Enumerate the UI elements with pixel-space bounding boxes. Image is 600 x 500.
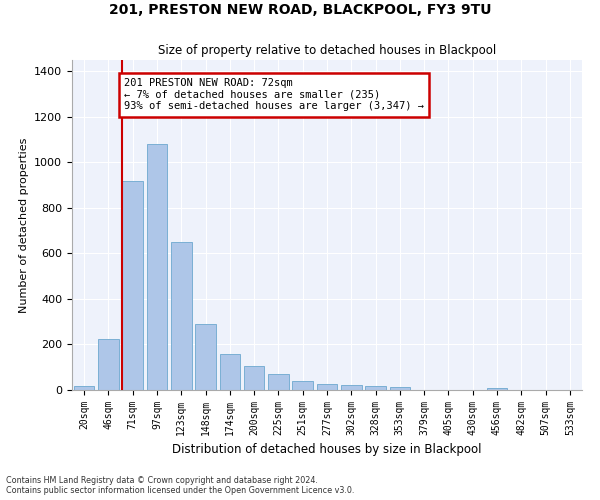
Y-axis label: Number of detached properties: Number of detached properties [19, 138, 29, 312]
Bar [292, 382, 313, 390]
Bar [98, 339, 119, 390]
Bar [389, 388, 410, 390]
Bar [317, 384, 337, 390]
Bar [268, 374, 289, 390]
X-axis label: Distribution of detached houses by size in Blackpool: Distribution of detached houses by size … [172, 444, 482, 456]
Bar [122, 180, 143, 390]
Bar [146, 144, 167, 390]
Bar [171, 242, 191, 390]
Text: 201 PRESTON NEW ROAD: 72sqm
← 7% of detached houses are smaller (235)
93% of sem: 201 PRESTON NEW ROAD: 72sqm ← 7% of deta… [124, 78, 424, 112]
Bar [220, 354, 240, 390]
Bar [365, 386, 386, 390]
Bar [487, 388, 508, 390]
Title: Size of property relative to detached houses in Blackpool: Size of property relative to detached ho… [158, 44, 496, 58]
Bar [195, 324, 216, 390]
Bar [74, 386, 94, 390]
Text: Contains HM Land Registry data © Crown copyright and database right 2024.
Contai: Contains HM Land Registry data © Crown c… [6, 476, 355, 495]
Bar [244, 366, 265, 390]
Text: 201, PRESTON NEW ROAD, BLACKPOOL, FY3 9TU: 201, PRESTON NEW ROAD, BLACKPOOL, FY3 9T… [109, 2, 491, 16]
Bar [341, 386, 362, 390]
